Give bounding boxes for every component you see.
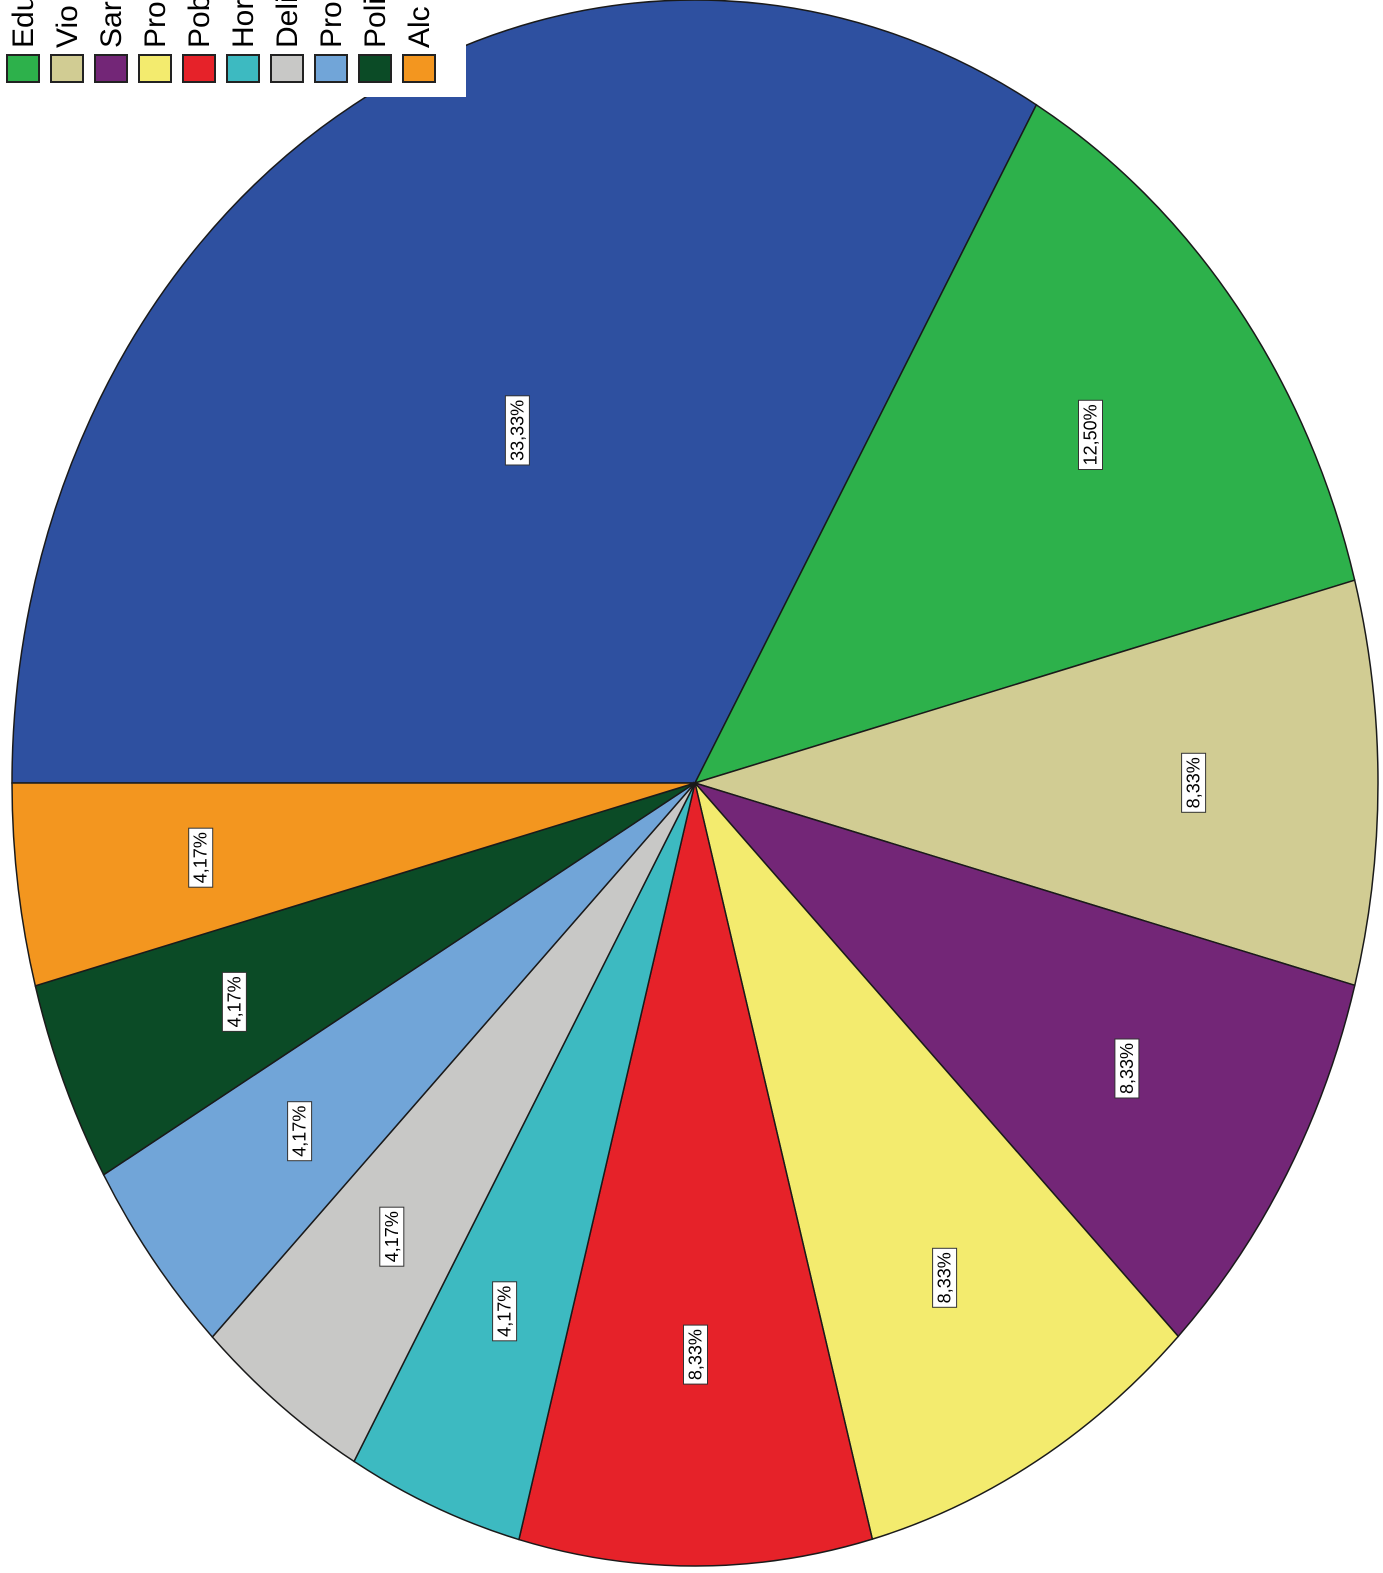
legend-swatch-3 [94,54,128,83]
data-label-box [1078,399,1103,470]
legend-label-6: Hor [227,0,260,48]
data-label-box [1114,1038,1140,1099]
pie-slice-6 [518,782,874,1567]
legend-label-4: Pro [139,1,172,48]
data-label-7: 4,17% [492,1281,518,1342]
data-label-box [492,1281,518,1342]
legend-label-5: Pob [183,0,216,48]
data-label-text: 8,33% [935,1252,955,1303]
data-label-box [683,1324,708,1385]
chart-legend: Edu Vio Sar Pro Pob Hor Deli Pro Poli Alc [0,0,466,97]
legend-swatch-10 [402,54,436,83]
legend-swatch-7 [270,54,304,83]
legend-label-1: Edu [7,0,40,48]
data-label-6: 8,33% [683,1324,708,1385]
legend-label-2: Vio [51,5,84,48]
data-label-text: 12,50% [1081,404,1101,465]
legend-label-7: Deli [271,0,304,48]
data-label-box [379,1206,405,1267]
legend-swatch-1 [6,54,40,83]
pie-slice-3 [692,579,1379,987]
data-label-8: 4,17% [379,1206,405,1267]
data-label-text: 4,17% [382,1211,402,1262]
data-label-box [287,1101,313,1162]
data-label-9: 4,17% [287,1101,313,1162]
data-label-box [221,971,247,1032]
pie-slice-4 [692,781,1356,1338]
data-label-11: 4,17% [188,827,214,888]
data-label-box [188,827,214,888]
pie-slice-2 [693,103,1356,785]
legend-swatch-6 [226,54,260,83]
data-label-1: 33,33% [504,395,530,466]
pie-slice-11 [11,782,696,987]
pie-slice-1 [11,0,1038,784]
legend-swatch-5 [182,54,216,83]
legend-label-10: Alc [403,6,436,48]
data-label-text: 4,17% [290,1106,310,1157]
legend-label-9: Poli [359,0,392,48]
legend-label-3: Sar [95,1,128,48]
data-label-box [1181,752,1207,813]
data-label-text: 8,33% [1184,757,1204,808]
data-label-box [932,1247,958,1308]
pie-slice-7 [353,782,696,1541]
data-label-4: 8,33% [1114,1038,1140,1099]
data-label-text: 4,17% [224,976,244,1027]
data-label-5: 8,33% [932,1247,958,1308]
pie-slice-5 [694,782,1180,1541]
legend-swatch-9 [358,54,392,83]
data-label-10: 4,17% [221,971,247,1032]
legend-label-8: Pro [315,1,348,48]
pie-slice-8 [211,782,696,1463]
data-label-text: 33,33% [507,400,527,461]
legend-swatch-4 [138,54,172,83]
pie-slices [11,0,1379,1567]
data-label-text: 8,33% [1117,1043,1137,1094]
pie-slice-9 [102,782,696,1339]
data-label-box [504,395,530,466]
data-label-text: 4,17% [191,832,211,883]
legend-swatch-2 [50,54,84,83]
data-label-2: 12,50% [1078,399,1103,470]
pie-slice-10 [34,782,696,1176]
pie-data-labels: 33,33% 12,50% 8,33% 8,33% 8,33% 8,33% 4,17% 4,1… [188,395,1207,1385]
legend-swatch-8 [314,54,348,83]
data-label-text: 8,33% [686,1329,706,1380]
data-label-3: 8,33% [1181,752,1207,813]
data-label-text: 4,17% [495,1286,515,1337]
